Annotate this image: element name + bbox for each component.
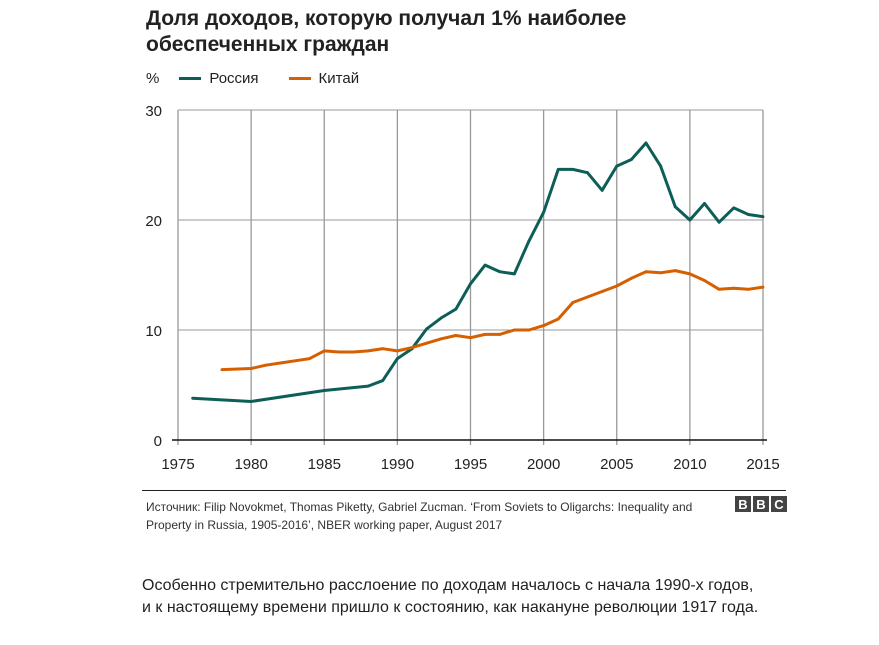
- legend: % Россия Китай: [146, 70, 359, 87]
- data-point: [322, 389, 326, 392]
- data-point: [249, 400, 253, 403]
- data-point: [556, 168, 560, 171]
- data-point: [322, 349, 326, 353]
- legend-label: Китай: [318, 70, 360, 87]
- y-axis-unit: %: [146, 70, 160, 87]
- data-point: [586, 295, 589, 299]
- legend-label: Россия: [209, 70, 259, 87]
- divider: [142, 490, 786, 491]
- data-point: [395, 349, 399, 353]
- data-point: [586, 171, 589, 175]
- data-point: [629, 276, 633, 280]
- data-point: [542, 210, 546, 214]
- data-point: [746, 287, 750, 291]
- y-tick-label: 30: [145, 103, 162, 120]
- data-point: [571, 168, 575, 171]
- y-tick-label: 10: [145, 323, 162, 340]
- y-tick-label: 0: [154, 433, 162, 450]
- source-note: Источник: Filip Novokmet, Thomas Piketty…: [146, 500, 693, 532]
- legend-item-russia: Россия: [179, 70, 259, 87]
- data-point: [395, 357, 399, 360]
- data-point: [688, 218, 692, 222]
- data-point: [571, 301, 575, 304]
- data-point: [542, 324, 546, 327]
- data-point: [673, 205, 677, 209]
- data-point: [366, 349, 370, 353]
- data-point: [498, 270, 502, 274]
- data-point: [556, 317, 560, 321]
- data-point: [469, 336, 472, 340]
- data-point: [659, 164, 663, 168]
- data-point: [381, 379, 385, 382]
- x-tick-label: 2000: [527, 456, 560, 473]
- data-point: [220, 368, 224, 371]
- data-point: [761, 215, 765, 219]
- legend-swatch: [179, 77, 202, 80]
- data-point: [703, 202, 706, 205]
- legend-swatch: [288, 77, 311, 80]
- article-caption: Особенно стремительно расслоение по дохо…: [142, 577, 759, 616]
- x-tick-label: 1975: [161, 456, 194, 473]
- data-point: [629, 158, 633, 161]
- data-point: [483, 263, 487, 267]
- data-point: [673, 269, 677, 272]
- data-point: [366, 384, 370, 388]
- x-tick-label: 1985: [308, 456, 341, 473]
- x-tick-label: 2010: [673, 456, 706, 473]
- data-point: [381, 347, 385, 351]
- data-point: [249, 367, 253, 370]
- data-point: [439, 316, 443, 320]
- series-line-china: [221, 269, 764, 372]
- data-point: [483, 333, 487, 336]
- data-point: [746, 213, 750, 216]
- data-point: [644, 141, 648, 145]
- x-tick-label: 1995: [454, 456, 487, 473]
- data-point: [469, 282, 472, 286]
- data-point: [688, 272, 692, 276]
- data-point: [425, 341, 429, 345]
- x-tick-label: 2005: [600, 456, 633, 473]
- data-point: [600, 188, 604, 192]
- data-point: [425, 327, 429, 331]
- data-point: [410, 346, 414, 349]
- data-point: [512, 272, 516, 276]
- data-point: [717, 220, 721, 224]
- data-point: [264, 363, 268, 367]
- data-point: [454, 334, 458, 337]
- data-point: [615, 284, 619, 288]
- data-point: [308, 357, 312, 360]
- data-point: [644, 270, 648, 274]
- data-point: [512, 328, 516, 332]
- data-point: [659, 271, 663, 275]
- data-point: [732, 206, 736, 210]
- y-tick-label: 20: [145, 213, 162, 230]
- data-point: [732, 286, 736, 290]
- data-point: [761, 285, 765, 289]
- x-tick-label: 2015: [746, 456, 779, 473]
- data-point: [293, 359, 297, 363]
- legend-item-china: Китай: [288, 70, 360, 87]
- data-point: [527, 239, 531, 243]
- data-point: [498, 333, 502, 336]
- chart-title: Доля доходов, которую получал 1% наиболе…: [146, 7, 627, 56]
- data-point: [337, 350, 341, 354]
- chart-plot: 0 10 20 30 1975 1980 1985 1990 1995 2000 2005 2010 2…: [145, 103, 779, 473]
- data-point: [191, 396, 195, 400]
- data-point: [278, 361, 282, 365]
- x-tick-label: 1990: [381, 456, 414, 473]
- data-point: [703, 279, 706, 282]
- data-point: [615, 164, 619, 168]
- data-point: [527, 328, 531, 332]
- data-point: [600, 290, 604, 293]
- data-point: [439, 337, 443, 341]
- x-tick-label: 1980: [234, 456, 267, 473]
- data-point: [454, 307, 458, 311]
- data-point: [352, 350, 355, 354]
- data-point: [717, 287, 721, 291]
